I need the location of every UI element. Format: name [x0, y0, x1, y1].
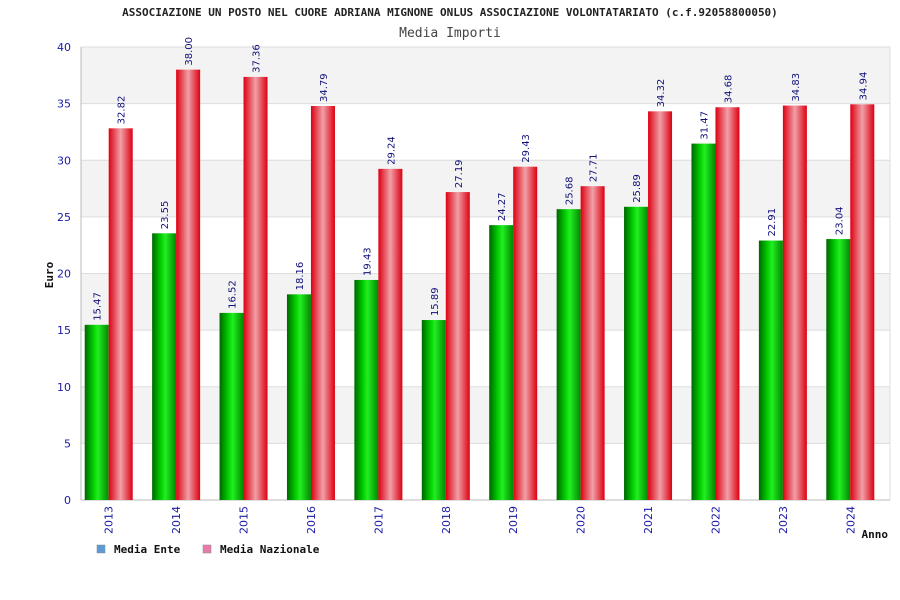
x-tick-label: 2018 [440, 506, 453, 534]
plot-band [81, 160, 890, 217]
x-tick-label: 2017 [372, 506, 385, 534]
y-tick-label: 0 [64, 494, 71, 507]
y-tick-label: 35 [57, 98, 71, 111]
data-label: 34.94 [858, 72, 869, 101]
bar-media-ente-2021 [624, 206, 649, 500]
x-tick-label: 2016 [305, 506, 318, 534]
bar-media-nazionale-2014 [176, 69, 201, 501]
plot-band [81, 216, 890, 274]
bar-media-nazionale-2021 [648, 111, 673, 501]
data-label: 24.27 [497, 193, 508, 222]
data-label: 25.89 [632, 174, 643, 203]
y-tick-label: 40 [57, 41, 71, 54]
plot-band [81, 273, 890, 331]
x-tick-label: 2022 [709, 506, 722, 534]
bars [84, 69, 875, 501]
x-tick-label: 2013 [103, 506, 116, 534]
bar-media-nazionale-2017 [378, 168, 403, 500]
axes [80, 47, 891, 501]
legend-swatch-media-ente [96, 544, 106, 554]
bar-media-ente-2014 [152, 233, 177, 500]
bar-media-ente-2017 [354, 279, 379, 500]
bar-media-ente-2016 [286, 294, 311, 500]
legend: Media Ente Media Nazionale [96, 543, 320, 556]
y-tick-label: 20 [57, 268, 71, 281]
bar-media-nazionale-2022 [715, 107, 740, 501]
x-tick-label: 2021 [642, 506, 655, 534]
data-label: 38.00 [184, 37, 195, 66]
data-label: 32.82 [117, 96, 128, 125]
legend-swatch-media-nazionale [202, 544, 212, 554]
bar-media-ente-2018 [421, 320, 446, 500]
plot-band [81, 47, 890, 104]
data-label: 27.71 [589, 154, 600, 183]
bar-media-ente-2022 [691, 143, 716, 501]
x-tick-label: 2015 [238, 506, 251, 534]
data-label: 15.89 [430, 287, 441, 316]
x-tick-label: 2024 [844, 506, 857, 534]
bar-media-nazionale-2024 [850, 104, 875, 500]
chart-subtitle: Media Importi [399, 26, 501, 41]
data-label: 23.04 [834, 206, 845, 235]
y-tick-labels: 0 5 10 15 20 25 30 35 40 [57, 41, 71, 507]
y-tick-label: 15 [57, 324, 71, 337]
legend-label-media-ente: Media Ente [114, 543, 181, 556]
y-tick-label: 10 [57, 381, 71, 394]
data-label: 22.91 [767, 208, 778, 237]
plot-band [81, 330, 890, 387]
data-label: 34.79 [319, 73, 330, 102]
bar-media-nazionale-2020 [580, 186, 605, 500]
data-label: 15.47 [93, 292, 104, 321]
bar-media-nazionale-2015 [243, 76, 268, 500]
y-tick-label: 25 [57, 211, 71, 224]
x-tick-label: 2020 [575, 506, 588, 534]
data-label: 16.52 [228, 280, 239, 309]
x-tick-label: 2019 [507, 506, 520, 534]
data-label: 29.43 [521, 134, 532, 163]
bar-media-nazionale-2023 [782, 105, 807, 501]
y-tick-label: 5 [64, 437, 71, 450]
data-label: 25.68 [565, 177, 576, 206]
x-tick-label: 2023 [777, 506, 790, 534]
bar-media-nazionale-2016 [310, 106, 335, 501]
x-tick-label: 2014 [170, 506, 183, 534]
data-label: 34.68 [723, 75, 734, 104]
plot-band [81, 103, 890, 161]
bar-media-ente-2020 [556, 209, 581, 500]
bar-media-nazionale-2018 [445, 192, 470, 501]
data-label: 34.83 [791, 73, 802, 102]
data-label: 31.47 [699, 111, 710, 140]
data-label: 23.55 [160, 201, 171, 230]
data-label: 27.19 [454, 159, 465, 188]
y-tick-label: 30 [57, 154, 71, 167]
bar-media-ente-2013 [84, 324, 109, 500]
bar-media-ente-2023 [758, 240, 783, 500]
bar-media-ente-2024 [826, 239, 851, 500]
data-labels: 15.47 32.82 23.55 38.00 16.52 37.36 18.16 34.79… [93, 37, 870, 321]
data-label: 19.43 [362, 247, 373, 276]
y-axis-label: Euro [43, 261, 56, 288]
bar-media-nazionale-2019 [513, 166, 538, 500]
bar-media-ente-2019 [489, 225, 514, 500]
data-label: 29.24 [386, 136, 397, 165]
bar-media-ente-2015 [219, 312, 244, 500]
bar-media-nazionale-2013 [108, 128, 133, 500]
data-label: 37.36 [252, 44, 263, 73]
plot-band [81, 386, 890, 444]
data-label: 18.16 [295, 262, 306, 291]
plot-band [81, 443, 890, 500]
legend-label-media-nazionale: Media Nazionale [220, 543, 320, 556]
x-tick-labels: 2013 2014 2015 2016 2017 2018 2019 2020 2021 2022… [103, 506, 858, 534]
chart-title: ASSOCIAZIONE UN POSTO NEL CUORE ADRIANA … [122, 6, 778, 19]
data-label: 34.32 [656, 79, 667, 108]
x-axis-label: Anno [862, 528, 889, 541]
plot-background [81, 47, 890, 500]
